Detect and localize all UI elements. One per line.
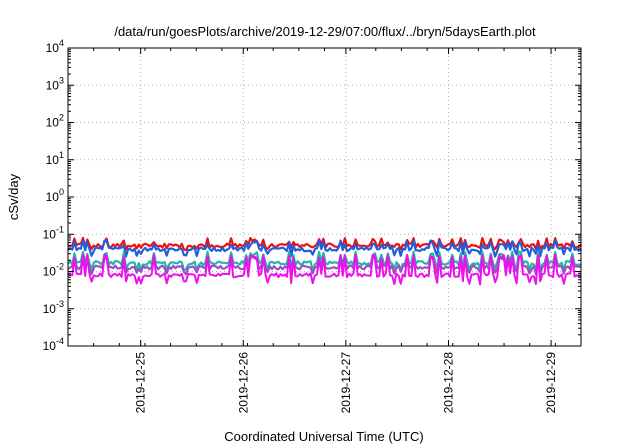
x-tick-label: 2019-12-28 [441,352,455,414]
y-tick-label: 10-4 [43,336,64,353]
series-line-5 [67,253,582,286]
y-tick-label: 10-2 [43,262,64,279]
series-lines [67,236,582,286]
y-tick-label: 102 [46,113,64,130]
x-axis-label: Coordinated Universal Time (UTC) [224,429,423,444]
chart-title: /data/run/goesPlots/archive/2019-12-29/0… [114,24,536,39]
y-tick-label: 104 [46,38,64,55]
y-tick-label: 10-1 [43,224,64,241]
x-tick-label: 2019-12-25 [134,352,148,414]
series-line-2 [67,239,582,258]
y-tick-label: 100 [46,187,64,204]
y-tick-label: 101 [46,150,64,167]
x-axis: 2019-12-25 2019-12-26 2019-12-27 2019-12-28… [93,48,558,414]
y-axis-label: cSv/day [6,173,21,220]
y-tick-label: 10-3 [43,299,64,316]
x-tick-label: 2019-12-29 [544,352,558,414]
grid [68,48,581,346]
x-tick-label: 2019-12-26 [236,352,250,414]
y-axis: 104 103 102 101 100 10-1 10-2 10-3 10-4 [43,38,581,353]
x-tick-label: 2019-12-27 [339,352,353,414]
y-tick-label: 103 [46,75,64,92]
